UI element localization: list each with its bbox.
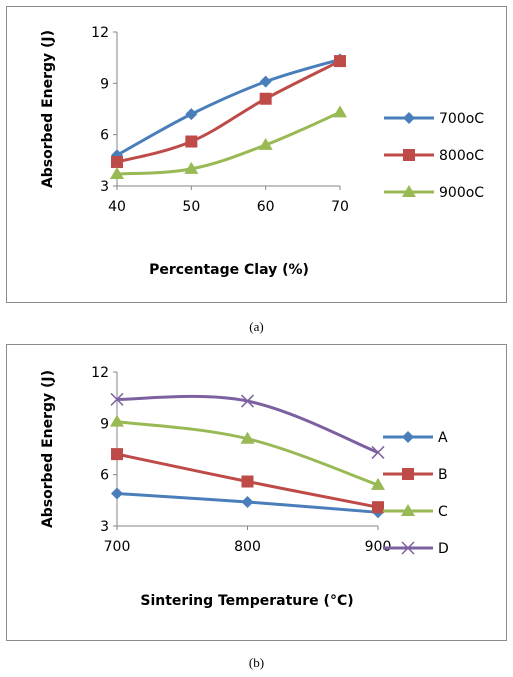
chart-a-series-800oc bbox=[111, 55, 346, 169]
chart-a-x-tick-label: 40 bbox=[108, 199, 126, 215]
chart-b-series-a bbox=[111, 487, 384, 519]
chart-b-data-point bbox=[371, 445, 385, 459]
chart-b-y-tick-label: 9 bbox=[100, 416, 109, 432]
chart-a-y-axis-label: Absorbed Energy (J) bbox=[40, 30, 56, 188]
chart-a-x-tick-label: 50 bbox=[182, 199, 200, 215]
chart-a-data-point bbox=[258, 137, 273, 150]
chart-a-x-tick-label: 60 bbox=[257, 199, 275, 215]
chart-a-data-point bbox=[259, 92, 272, 105]
chart-b-data-point bbox=[111, 487, 123, 500]
chart-b-legend-item-b: B bbox=[383, 467, 448, 483]
chart-a-data-point bbox=[334, 55, 346, 68]
chart-b-series-b bbox=[111, 448, 384, 514]
chart-b-data-point bbox=[110, 392, 124, 406]
chart-b-legend-marker bbox=[401, 541, 415, 555]
chart-a-series-700oc bbox=[111, 53, 346, 162]
chart-a-legend-label: 800oC bbox=[439, 148, 484, 164]
chart-b-series-c bbox=[110, 414, 385, 490]
chart-a-series-line-800oc bbox=[116, 59, 341, 164]
chart-panel-a: 3 6 9 12 40 50 60 70 Percentage Clay (%) Absorbed… bbox=[6, 6, 507, 303]
chart-a-legend-marker bbox=[402, 185, 416, 197]
chart-b-legend-label: D bbox=[438, 541, 449, 557]
chart-b-x-axis-label: Sintering Temperature (°C) bbox=[140, 593, 353, 609]
chart-b-series-d bbox=[110, 392, 385, 459]
chart-a-data-point bbox=[259, 75, 272, 88]
chart-a-legend-item-800oc: 800oC bbox=[384, 148, 484, 164]
chart-b-y-tick-label: 6 bbox=[100, 468, 109, 484]
chart-b-data-point bbox=[240, 431, 255, 444]
chart-a-legend-marker bbox=[403, 112, 415, 124]
chart-a-series-line-700oc bbox=[116, 57, 341, 157]
chart-a: 3 6 9 12 40 50 60 70 Percentage Clay (%) Absorbed… bbox=[40, 25, 484, 278]
chart-a-series-line-900oc bbox=[116, 111, 341, 176]
caption-b: (b) bbox=[248, 655, 265, 670]
chart-b-data-point bbox=[110, 414, 124, 427]
chart-a-data-point bbox=[185, 135, 198, 148]
chart-a-legend-label: 900oC bbox=[439, 185, 484, 201]
chart-b-series-line-c bbox=[116, 420, 379, 487]
chart-b-data-point bbox=[240, 394, 255, 408]
chart-b-data-point bbox=[241, 475, 254, 488]
chart-a-data-point bbox=[111, 156, 123, 169]
chart-a-y-tick-label: 9 bbox=[100, 76, 109, 92]
chart-b-legend-label: A bbox=[438, 430, 448, 446]
chart-b-y-axis-label: Absorbed Energy (J) bbox=[40, 370, 56, 528]
chart-a-y-tick-label: 6 bbox=[100, 128, 109, 144]
chart-b-y-tick-label: 12 bbox=[91, 365, 109, 381]
chart-b-legend-item-d: D bbox=[383, 541, 449, 557]
chart-b-data-point bbox=[111, 448, 123, 461]
chart-b-y-tick-label: 3 bbox=[100, 519, 109, 535]
chart-b-x-tick-label: 700 bbox=[104, 539, 131, 555]
chart-a-legend-item-700oc: 700oC bbox=[384, 111, 484, 127]
chart-b: 3 6 9 12 700 800 900 Sintering Temperature (°C)… bbox=[40, 365, 449, 609]
chart-a-x-tick-label: 70 bbox=[331, 199, 349, 215]
chart-b-data-point bbox=[372, 501, 384, 514]
chart-b-legend-marker bbox=[402, 468, 414, 480]
caption-a: (a) bbox=[249, 319, 264, 334]
chart-b-legend-item-c: C bbox=[383, 504, 448, 520]
chart-b-x-tick-label: 900 bbox=[365, 539, 392, 555]
chart-a-legend-item-900oc: 900oC bbox=[384, 185, 484, 201]
chart-a-data-point bbox=[185, 108, 198, 121]
chart-a-y-tick-label: 12 bbox=[91, 25, 109, 41]
chart-b-legend-label: C bbox=[438, 504, 448, 520]
chart-a-legend-marker bbox=[403, 149, 415, 161]
chart-b-data-point bbox=[371, 477, 385, 490]
chart-b-x-tick-label: 800 bbox=[234, 539, 261, 555]
chart-b-legend-marker bbox=[402, 431, 414, 443]
chart-b-legend-marker bbox=[401, 504, 415, 516]
chart-a-data-point bbox=[184, 161, 199, 174]
chart-a-x-axis-label: Percentage Clay (%) bbox=[149, 262, 309, 278]
chart-b-legend-item-a: A bbox=[383, 430, 448, 446]
chart-panel-b: 3 6 9 12 700 800 900 Sintering Temperature (°C)… bbox=[6, 344, 507, 641]
chart-b-data-point bbox=[241, 496, 254, 509]
chart-a-data-point bbox=[110, 167, 124, 180]
chart-a-y-tick-label: 3 bbox=[100, 179, 109, 195]
chart-b-legend-label: B bbox=[438, 467, 448, 483]
chart-a-legend-label: 700oC bbox=[439, 111, 484, 127]
chart-a-series-900oc bbox=[110, 105, 347, 180]
chart-a-data-point bbox=[333, 105, 347, 118]
